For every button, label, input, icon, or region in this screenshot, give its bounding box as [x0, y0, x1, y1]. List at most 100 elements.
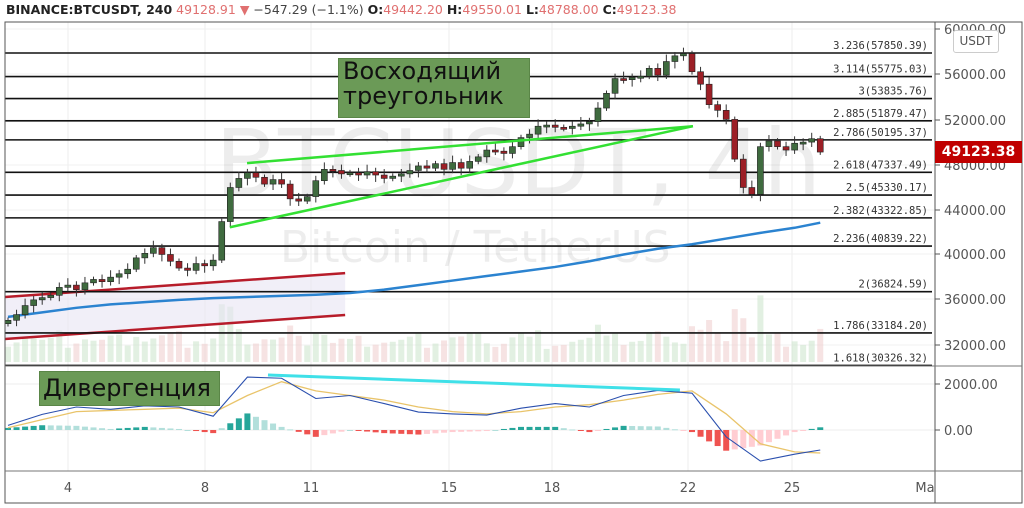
macd-histogram-bar	[381, 430, 388, 434]
last-price: 49128.91	[176, 2, 236, 17]
volume-bar	[13, 342, 20, 362]
fib-level-label: 2.786(50195.37)	[833, 127, 928, 139]
channel-drawing[interactable]	[4, 271, 346, 341]
candle	[167, 254, 174, 262]
fib-level-label: 2.382(43322.85)	[833, 205, 928, 217]
macd-histogram-bar	[629, 426, 636, 430]
volume-bar	[124, 345, 131, 362]
macd-histogram-bar	[158, 427, 165, 430]
macd-histogram-bar	[347, 430, 353, 431]
candle	[722, 110, 730, 120]
macd-histogram-bar	[492, 430, 499, 431]
volume-bar	[740, 318, 747, 362]
candle	[680, 53, 687, 57]
symbol-name[interactable]: BINANCE:BTCUSDT, 240	[6, 2, 173, 17]
macd-histogram-bar	[791, 430, 798, 433]
volume-bar	[774, 332, 781, 362]
macd-histogram-bar	[441, 430, 448, 433]
candle	[560, 127, 568, 130]
macd-histogram-bar	[680, 430, 687, 431]
macd-histogram-bar	[13, 427, 20, 430]
candle	[791, 142, 798, 151]
macd-histogram-bar	[398, 430, 405, 434]
volume-bar	[509, 337, 516, 362]
candle	[449, 162, 456, 170]
open-value: 49442.20	[383, 2, 443, 17]
candle	[637, 75, 645, 79]
price-tick-label: 32000.00	[944, 339, 1006, 354]
fib-level-label: 2.5(45330.17)	[846, 182, 928, 194]
macd-histogram-bar	[663, 427, 670, 430]
macd-histogram-bar	[671, 429, 678, 431]
price-axis[interactable]: 60000.0056000.0052000.0048000.0044000.00…	[935, 23, 1006, 439]
macd-histogram-bar	[81, 426, 88, 430]
volume-bar	[765, 334, 772, 362]
macd-histogram-bar	[518, 426, 524, 430]
macd-histogram-bar	[449, 430, 456, 433]
time-axis[interactable]: 4 8 11 15 18 22 25 Ma	[64, 481, 935, 496]
volume-bar	[261, 339, 268, 362]
volume-bar	[312, 332, 319, 362]
fib-extension[interactable]: 3.236(57850.39) 3.114(55775.03) 3(53835.76…	[5, 40, 932, 367]
candle	[115, 273, 123, 278]
open-label: O:	[367, 2, 384, 17]
volume-bar	[518, 333, 524, 362]
volume-bar	[355, 335, 362, 362]
macd-histogram-bar	[184, 430, 191, 431]
volume-bar	[560, 344, 567, 362]
macd-histogram-bar	[312, 430, 319, 437]
close-label: C:	[602, 2, 617, 17]
macd-histogram-bar	[64, 425, 71, 430]
candle	[363, 171, 371, 176]
divergence-note[interactable]: Дивергенция	[39, 371, 220, 406]
volume-bar	[723, 341, 730, 362]
volume-bar	[244, 344, 251, 362]
macd-histogram-bar	[757, 430, 764, 446]
candle	[107, 276, 114, 283]
candle	[500, 150, 508, 154]
macd-histogram-bar	[193, 430, 200, 432]
candle	[209, 259, 217, 267]
volume-bar	[748, 337, 755, 362]
macd-histogram-bar	[90, 427, 97, 430]
macd-histogram-bar	[176, 428, 182, 430]
volume-bar	[458, 336, 465, 362]
macd-histogram-bar	[406, 430, 413, 435]
macd-histogram-bar	[706, 430, 713, 442]
volume-bar	[364, 346, 371, 362]
currency-button[interactable]: USDT	[953, 30, 999, 53]
volume-bar	[227, 306, 234, 362]
candle	[628, 77, 636, 80]
candle	[13, 314, 20, 321]
candle	[30, 299, 37, 306]
macd-histogram-bar	[150, 427, 157, 430]
volume-bar	[620, 344, 627, 362]
volume-bar	[415, 333, 422, 362]
volume-bar	[81, 339, 88, 362]
ascending-triangle-note[interactable]: Восходящий треугольник	[338, 58, 530, 118]
macd-histogram-bar	[244, 413, 251, 430]
macd-histogram-bar	[586, 430, 593, 433]
volume-bar	[731, 309, 738, 362]
volume-bar	[637, 340, 644, 362]
volume-bar	[47, 337, 54, 362]
volume-bar	[449, 337, 456, 362]
candle	[757, 146, 764, 195]
candle	[483, 149, 491, 158]
volume-bar	[133, 336, 140, 362]
candle	[671, 55, 679, 62]
high-label: H:	[446, 2, 463, 17]
candle	[509, 146, 516, 154]
price-change: −547.29 (−1.1%)	[253, 2, 364, 17]
watermark-description: Bitcoin / TetherUS	[280, 222, 671, 273]
candle	[21, 305, 29, 315]
macd-histogram-bar	[278, 426, 285, 430]
macd-histogram-bar	[714, 430, 721, 447]
triangle-drawing[interactable]	[229, 124, 694, 229]
candle	[4, 319, 12, 325]
divergence-line	[267, 373, 680, 392]
high-value: 49550.01	[462, 2, 522, 17]
volume-bar	[671, 342, 678, 362]
down-arrow-icon: ▼	[239, 2, 250, 17]
macd-histogram-bar	[475, 430, 482, 432]
